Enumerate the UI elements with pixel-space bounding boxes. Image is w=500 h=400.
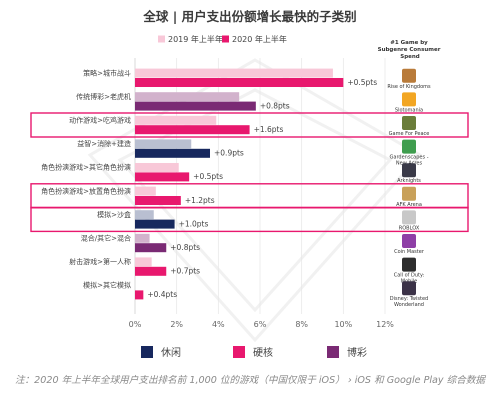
legend-top: 2019 年上半年 2020 年上半年 — [158, 34, 287, 44]
x-tick-label: 6% — [254, 320, 267, 329]
change-label: +0.5pts — [193, 172, 223, 181]
category-label: 射击游戏>第一人称 — [69, 257, 131, 266]
change-label: +0.8pts — [170, 243, 200, 252]
game-icon — [402, 257, 416, 272]
category-label: 模拟>其它模拟 — [83, 281, 131, 290]
change-label: +0.8pts — [260, 101, 290, 110]
category-labels: 策略>城市战斗传统博彩>老虎机动作游戏>吃鸡游戏益智>消除+建造角色扮演游戏>其… — [41, 68, 131, 289]
game-name: ROBLOX — [399, 225, 420, 231]
bar-2019 — [135, 233, 150, 243]
category-label: 策略>城市战斗 — [83, 68, 131, 77]
bar-2020 — [135, 101, 256, 111]
game-name: Call of Duty: — [394, 273, 425, 279]
highlight-boxes — [30, 112, 469, 233]
game-name: Game For Peace — [389, 131, 430, 137]
bar-2019 — [135, 186, 156, 196]
game-icon — [402, 210, 416, 225]
legend-bottom-label: 休闲 — [161, 346, 181, 359]
game-column: Rise of Kingdoms Slotomania Game For Peace… — [387, 68, 431, 308]
category-label: 模拟>沙盒 — [97, 210, 131, 219]
highlight-box — [30, 112, 469, 138]
change-label: +0.7pts — [170, 267, 200, 276]
legend-top-swatch — [222, 35, 229, 43]
legend-bottom-swatch — [233, 346, 245, 358]
category-label: 混合/其它>混合 — [81, 234, 131, 243]
side-header: #1 Game by Subgenre Consumer Spend — [378, 40, 443, 60]
legend-top-swatch — [158, 35, 165, 43]
chart-title: 全球 | 用户支出份额增长最快的子类别 — [142, 9, 356, 24]
highlight-box — [30, 206, 469, 233]
legend-bottom-label: 硬核 — [253, 346, 273, 359]
change-label: +1.6pts — [254, 125, 284, 134]
x-tick-labels: 0% 2% 4% 6% 8% 10% 12% — [129, 320, 395, 329]
category-label: 益智>消除+建造 — [77, 139, 131, 148]
game-icon — [402, 163, 416, 178]
legend-bottom-label: 博彩 — [347, 346, 367, 359]
game-name: Arknights — [397, 178, 421, 184]
category-label: 动作游戏>吃鸡游戏 — [69, 116, 131, 125]
legend-top-label: 2020 年上半年 — [232, 34, 287, 44]
x-tick-label: 4% — [212, 320, 225, 329]
bar-2020 — [135, 78, 344, 87]
game-name: Disney: Twisted — [390, 296, 428, 302]
bar-2019 — [135, 68, 333, 78]
change-label: +0.4pts — [147, 290, 177, 299]
category-label: 角色扮演游戏>放置角色扮演 — [41, 186, 131, 195]
bars — [135, 68, 344, 300]
bar-2020 — [135, 172, 190, 182]
x-tick-label: 2% — [170, 320, 183, 329]
category-label: 角色扮演游戏>其它角色扮演 — [41, 163, 131, 172]
bar-2020 — [135, 219, 175, 229]
game-name: Gardenscapes - — [390, 155, 429, 161]
game-name: AFK Arena — [396, 202, 422, 208]
bar-2020 — [135, 290, 144, 300]
footnote: 注：2020 年上半年全球用户支出排名前 1,000 位的游戏（中国仅限于 iO… — [14, 375, 486, 386]
game-name: Slotomania — [395, 107, 423, 113]
bar-2019 — [135, 257, 152, 267]
game-icon — [402, 68, 416, 83]
change-labels: +0.5pts +0.8pts +1.6pts +0.9pts +0.5pts +1.2p… — [147, 78, 377, 299]
bar-2019 — [135, 139, 192, 149]
x-tick-label: 0% — [129, 320, 142, 329]
game-icon — [402, 116, 416, 130]
x-tick-label: 8% — [295, 320, 308, 329]
bar-2020 — [135, 196, 181, 205]
legend-bottom-swatch — [141, 346, 153, 358]
bar-2019 — [135, 92, 240, 102]
change-label: +1.2pts — [185, 196, 215, 205]
game-icon — [402, 281, 416, 296]
bar-2020 — [135, 125, 250, 135]
game-icon — [402, 186, 416, 201]
game-icon — [402, 139, 416, 154]
game-icon — [402, 234, 416, 248]
x-tick-label: 12% — [376, 320, 394, 329]
legend-bottom: 休闲 硬核 博彩 — [141, 346, 367, 359]
game-icon — [402, 92, 416, 107]
bar-2019 — [135, 115, 217, 125]
x-tick-label: 10% — [334, 320, 352, 329]
bar-2020 — [135, 148, 210, 158]
bar-2019 — [135, 210, 154, 220]
bar-2020 — [135, 266, 167, 276]
legend-top-label: 2019 年上半年 — [168, 34, 223, 44]
category-label: 传统博彩>老虎机 — [76, 92, 131, 101]
bar-2020 — [135, 243, 167, 253]
legend-bottom-swatch — [327, 346, 339, 358]
change-label: +0.9pts — [214, 149, 244, 158]
bar-2019 — [135, 163, 179, 172]
game-name: Coin Master — [394, 249, 425, 255]
change-label: +1.0pts — [179, 219, 209, 228]
game-name: Rise of Kingdoms — [387, 84, 431, 90]
game-name: Wonderland — [394, 302, 424, 308]
change-label: +0.5pts — [347, 78, 377, 87]
